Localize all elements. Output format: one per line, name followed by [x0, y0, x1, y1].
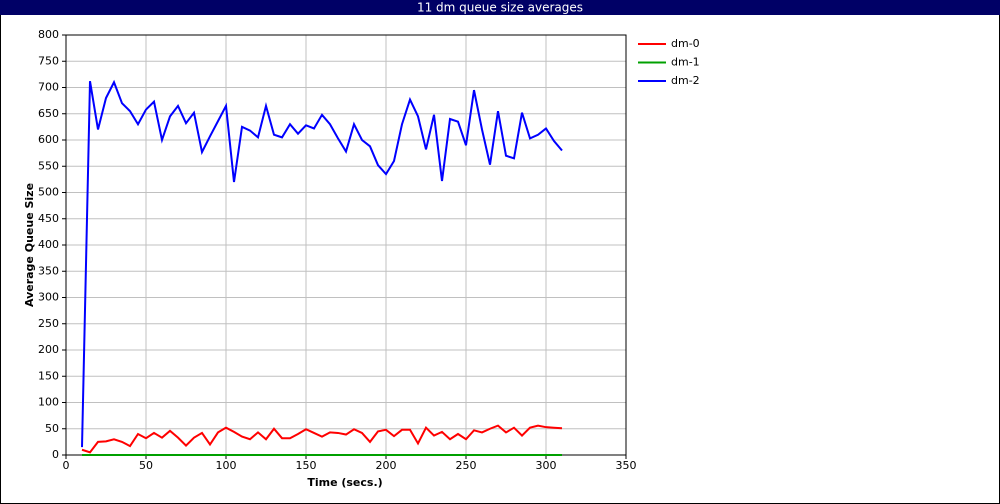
- y-tick-label: 300: [38, 291, 59, 304]
- legend-label: dm-0: [671, 37, 700, 50]
- y-tick-label: 600: [38, 133, 59, 146]
- y-tick-label: 50: [45, 422, 59, 435]
- x-tick-label: 150: [296, 459, 317, 472]
- x-tick-label: 200: [376, 459, 397, 472]
- legend-label: dm-1: [671, 56, 700, 69]
- y-tick-label: 800: [38, 28, 59, 41]
- y-tick-label: 450: [38, 212, 59, 225]
- x-tick-label: 0: [63, 459, 70, 472]
- chart-title: 11 dm queue size averages: [417, 1, 583, 15]
- y-tick-label: 400: [38, 238, 59, 251]
- x-tick-label: 50: [139, 459, 153, 472]
- x-tick-label: 250: [456, 459, 477, 472]
- y-tick-label: 350: [38, 264, 59, 277]
- y-axis-label: Average Queue Size: [23, 183, 36, 307]
- x-tick-label: 350: [616, 459, 637, 472]
- y-tick-label: 100: [38, 396, 59, 409]
- data-line: [81, 424, 563, 454]
- data-line: [81, 79, 563, 448]
- y-tick-label: 500: [38, 186, 59, 199]
- y-tick-label: 700: [38, 81, 59, 94]
- x-axis-label: Time (secs.): [307, 476, 382, 489]
- legend-label: dm-2: [671, 74, 700, 87]
- y-tick-label: 0: [52, 448, 59, 461]
- y-tick-label: 750: [38, 54, 59, 67]
- title-bar: [0, 0, 1000, 15]
- x-tick-label: 100: [216, 459, 237, 472]
- x-tick-label: 300: [536, 459, 557, 472]
- y-tick-label: 150: [38, 369, 59, 382]
- y-tick-label: 250: [38, 317, 59, 330]
- y-tick-label: 550: [38, 159, 59, 172]
- y-tick-label: 650: [38, 107, 59, 120]
- y-tick-label: 200: [38, 343, 59, 356]
